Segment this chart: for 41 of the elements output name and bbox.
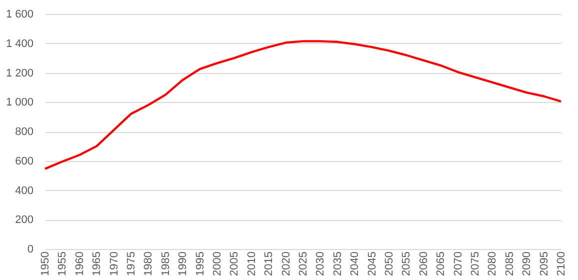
y-tick-label: 1 600 [6,8,34,20]
x-tick-label: 1990 [177,252,190,276]
x-tick-label: 2020 [280,252,292,276]
x-tick-label: 2055 [400,252,413,276]
y-tick-label: 200 [15,214,34,226]
x-tick-label: 1985 [160,252,172,276]
x-tick-label: 1995 [194,252,206,276]
x-tick-label: 2040 [349,252,362,276]
y-tick-label: 1 400 [6,38,34,50]
x-tick-label: 2005 [228,252,241,276]
x-tick-label: 1975 [126,252,138,276]
x-tick-label: 1980 [142,252,155,276]
x-tick-label: 2045 [366,252,378,276]
x-tick-label: 2035 [332,252,344,276]
x-tick-label: 1955 [56,252,69,276]
y-tick-label: 1 200 [6,67,34,80]
x-tick-label: 2025 [298,252,310,276]
x-tick-label: 2010 [246,252,258,276]
y-tick-label: 1 000 [6,96,34,109]
x-tick-label: 2000 [212,252,224,276]
x-tick-label: 1950 [40,252,52,276]
x-tick-label: 2075 [470,252,482,276]
y-tick-label: 400 [15,184,34,197]
x-tick-label: 2030 [314,252,327,276]
x-tick-label: 1960 [74,252,86,276]
x-tick-label: 2070 [452,252,464,276]
x-tick-label: 2095 [538,252,550,276]
x-tick-label: 2085 [504,252,516,276]
x-tick-label: 2050 [384,252,396,276]
x-tick-label: 2065 [435,252,448,276]
x-tick-label: 2060 [418,252,430,276]
x-tick-label: 2100 [556,252,568,276]
x-tick-label: 2090 [521,252,534,276]
x-tick-label: 2080 [486,252,499,276]
y-tick-label: 800 [15,126,34,138]
x-tick-label: 1965 [91,252,104,276]
y-tick-label: 600 [15,155,34,168]
x-tick-label: 2015 [263,252,276,276]
y-tick-label: 0 [27,244,34,256]
x-tick-label: 1970 [108,252,120,276]
line-series [44,40,562,170]
